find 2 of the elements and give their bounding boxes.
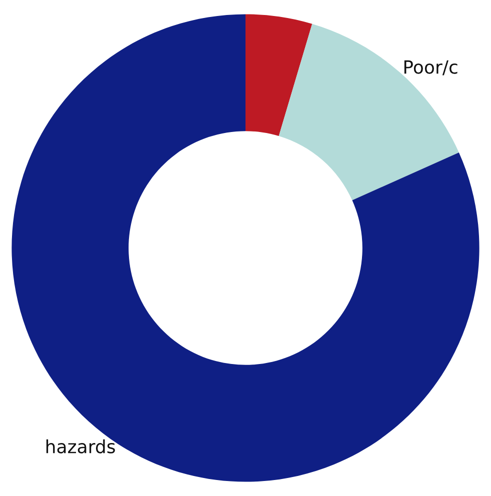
slice-label: Poor/c (404, 60, 458, 76)
slice-label: hazards (46, 439, 115, 454)
